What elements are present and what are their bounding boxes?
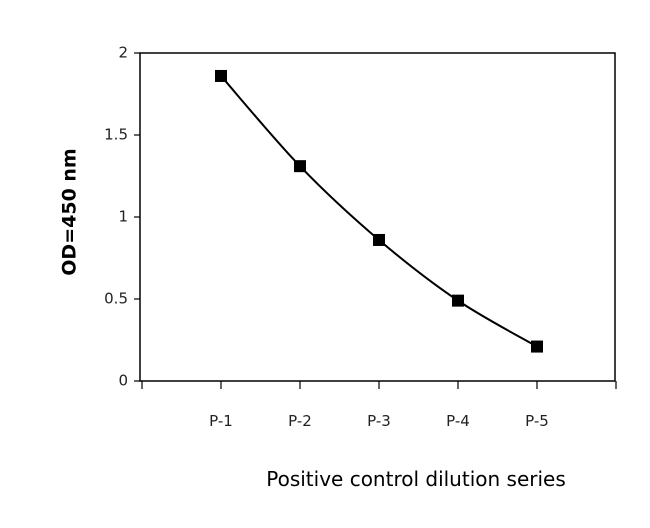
- x-tick-label: P-2: [288, 412, 312, 430]
- data-point: [531, 340, 543, 353]
- x-axis-label: Positive control dilution series: [266, 467, 566, 491]
- y-axis-ticks: 0 0.5 1 1.5 2: [104, 44, 140, 390]
- data-point: [373, 233, 385, 246]
- y-axis-label: OD=450 nm: [59, 148, 81, 275]
- data-point: [452, 294, 464, 307]
- data-point: [215, 69, 227, 82]
- y-tick-label: 1.5: [104, 126, 128, 144]
- x-tick-label: P-4: [446, 412, 470, 430]
- data-point: [294, 160, 306, 173]
- series-layer: [215, 69, 543, 353]
- y-tick-label: 1: [118, 208, 128, 226]
- x-tick-label: P-3: [367, 412, 391, 430]
- y-tick-label: 2: [118, 44, 128, 62]
- x-tick-label: P-1: [209, 412, 233, 430]
- plot-area: [139, 52, 616, 382]
- y-tick-label: 0.5: [104, 290, 128, 308]
- y-tick-label: 0: [118, 372, 128, 390]
- x-axis-ticks: P-1 P-2 P-3 P-4 P-5: [141, 381, 617, 430]
- x-tick-label: P-5: [525, 412, 549, 430]
